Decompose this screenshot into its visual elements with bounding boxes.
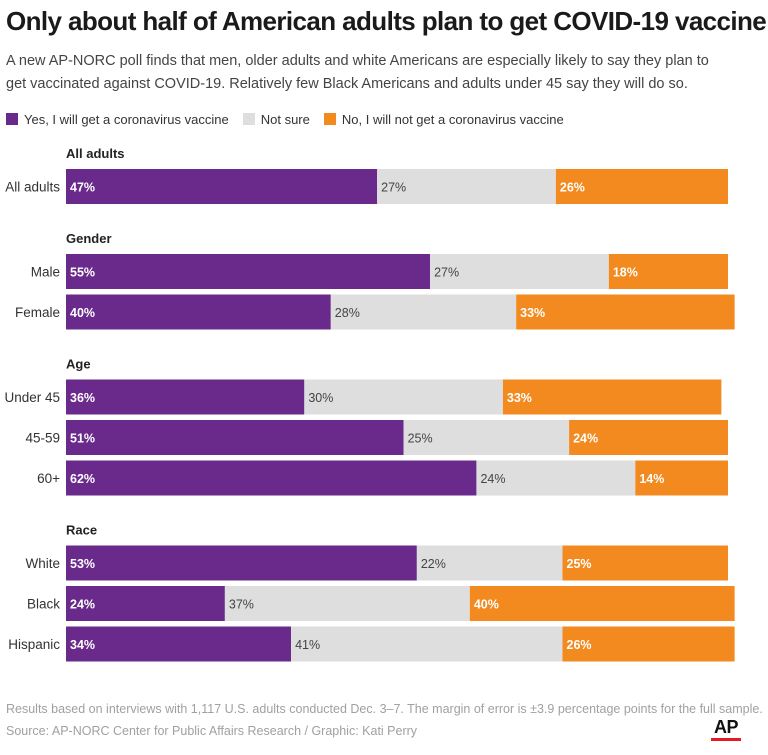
group-heading-gender: Gender [66, 231, 112, 246]
data-label-under-45-no: 33% [507, 391, 532, 405]
data-label-under-45-yes: 36% [70, 391, 95, 405]
group-heading-all-adults: All adults [66, 146, 125, 161]
data-label-all-adults-not-sure: 27% [381, 181, 406, 195]
data-label-male-no: 18% [613, 266, 638, 280]
data-label-60-yes: 62% [70, 472, 95, 486]
legend-item-yes: Yes, I will get a coronavirus vaccine [6, 112, 229, 127]
row-label-black: Black [27, 597, 60, 612]
row-label-all-adults: All adults [5, 180, 60, 195]
bar-black-no [469, 586, 735, 621]
data-label-black-yes: 24% [70, 598, 95, 612]
bar-hispanic-no [562, 626, 735, 662]
data-label-black-not-sure: 37% [229, 598, 254, 612]
row-label-male: Male [31, 265, 60, 280]
bar-45-59-yes [66, 420, 404, 455]
data-label-male-yes: 55% [70, 266, 95, 280]
data-label-all-adults-no: 26% [560, 181, 585, 195]
bar-45-59-not-sure [403, 420, 570, 455]
data-label-white-no: 25% [567, 557, 592, 571]
bar-all-adults-not-sure [377, 169, 556, 204]
row-label-white: White [25, 556, 60, 571]
bar-white-no [562, 545, 728, 581]
bar-male-no [608, 254, 728, 289]
legend-label-not-sure: Not sure [260, 111, 310, 127]
row-label-female: Female [15, 305, 60, 320]
data-label-all-adults-yes: 47% [70, 181, 95, 195]
bar-60-no [635, 460, 728, 496]
data-label-hispanic-no: 26% [567, 638, 592, 652]
chart-subtitle: A new AP-NORC poll finds that men, older… [6, 53, 709, 92]
row-label-under-45: Under 45 [4, 390, 60, 405]
legend-swatch-yes [6, 113, 18, 125]
data-label-45-59-no: 24% [573, 432, 598, 446]
stacked-bar-chart: All adults All adults 47% 27% 26% Gender Male 5… [4, 146, 735, 662]
legend-swatch-no [323, 113, 336, 125]
source-credit: Source: AP-NORC Center for Public Affair… [6, 724, 418, 738]
row-label-45-59: 45-59 [25, 431, 60, 446]
bar-female-yes [66, 294, 331, 330]
row-label-hispanic: Hispanic [8, 637, 60, 652]
data-label-female-not-sure: 28% [335, 306, 360, 320]
data-label-45-59-yes: 51% [70, 432, 95, 446]
bar-60-not-sure [476, 460, 636, 496]
bar-under-45-not-sure [304, 379, 503, 415]
bar-hispanic-yes [66, 626, 292, 662]
bar-all-adults-yes [66, 169, 378, 204]
group-heading-race: Race [66, 523, 97, 538]
data-label-45-59-not-sure: 25% [408, 432, 433, 446]
data-label-60-not-sure: 24% [480, 472, 505, 486]
legend-item-not-sure: Not sure [242, 111, 310, 127]
bar-hispanic-not-sure [291, 626, 563, 662]
bar-white-yes [66, 545, 417, 581]
data-label-black-no: 40% [474, 598, 499, 612]
bar-60-yes [66, 460, 477, 496]
ap-logo-underline [711, 738, 741, 741]
bar-black-yes [66, 586, 225, 621]
legend: Yes, I will get a coronavirus vaccine No… [6, 110, 578, 128]
ap-logo: AP [713, 717, 739, 737]
bar-black-not-sure [224, 586, 470, 621]
data-label-hispanic-yes: 34% [70, 638, 95, 652]
bar-45-59-no [569, 420, 728, 455]
data-label-male-not-sure: 27% [434, 266, 459, 280]
legend-item-no: No, I will not get a coronavirus vaccine [323, 111, 564, 127]
bar-male-yes [66, 254, 431, 289]
bar-under-45-no [502, 379, 722, 415]
group-heading-age: Age [66, 357, 91, 372]
bar-under-45-yes [66, 379, 305, 415]
chart-title: Only about half of American adults plan … [6, 6, 767, 36]
data-label-white-yes: 53% [70, 557, 95, 571]
legend-swatch-not-sure [242, 113, 255, 125]
bar-male-not-sure [430, 254, 609, 289]
data-label-female-yes: 40% [70, 306, 95, 320]
footnote: Results based on interviews with 1,117 U… [6, 702, 763, 716]
bar-female-not-sure [330, 294, 517, 330]
data-label-60-no: 14% [639, 472, 664, 486]
legend-label-no: No, I will not get a coronavirus vaccine [341, 111, 564, 127]
bar-all-adults-no [555, 169, 728, 204]
data-label-white-not-sure: 22% [421, 557, 446, 571]
bar-female-no [516, 294, 735, 330]
data-label-female-no: 33% [520, 306, 545, 320]
row-label-60: 60+ [37, 471, 60, 486]
legend-label-yes: Yes, I will get a coronavirus vaccine [24, 111, 229, 127]
data-label-hispanic-not-sure: 41% [295, 638, 320, 652]
data-label-under-45-not-sure: 30% [308, 391, 333, 405]
bar-white-not-sure [416, 545, 563, 581]
